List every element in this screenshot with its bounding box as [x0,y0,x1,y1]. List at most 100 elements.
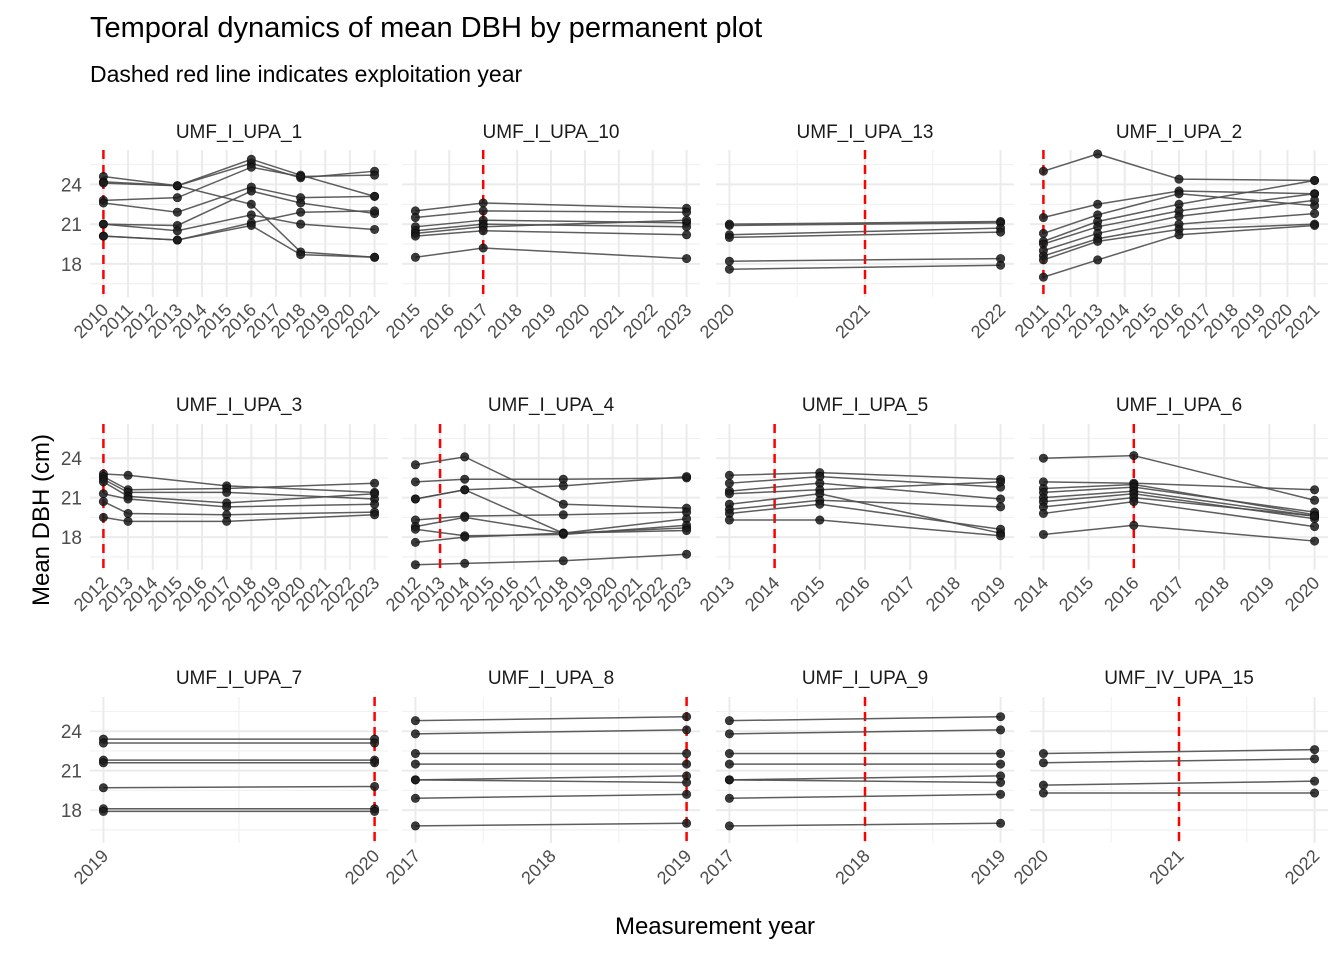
data-point [724,470,734,480]
y-tick-label: 18 [61,801,82,822]
data-point [682,818,692,828]
x-tick-label: 2015 [1055,573,1097,615]
x-tick-label: 2020 [341,846,383,888]
data-point [370,206,380,216]
series-line [1043,192,1315,245]
x-tick-label: 2018 [517,846,559,888]
chart-subtitle: Dashed red line indicates exploitation y… [90,61,523,87]
data-point [996,725,1006,735]
data-point [1310,776,1320,786]
series-line [1043,748,1315,755]
data-point [410,729,420,739]
data-point [370,170,380,180]
facet-strip-label: UMF_I_UPA_5 [802,395,928,416]
data-point [1038,255,1048,265]
data-point [370,781,380,791]
data-point [296,250,306,260]
data-point [98,198,108,208]
panel-umf-i-upa-10: UMF_I_UPA_10 2015201620172018201920202021… [382,122,700,342]
data-point [98,231,108,241]
data-point [815,499,825,509]
data-point [246,199,256,209]
x-tick-label: 2020 [696,300,738,342]
x-tick-label: 2018 [483,300,525,342]
series-line [729,715,1001,722]
data-point [478,226,488,236]
data-point [724,264,734,274]
facet-strip-label: UMF_I_UPA_10 [483,122,620,143]
data-point [123,508,133,518]
data-point [1038,228,1048,238]
series-line [415,477,687,483]
data-point [410,560,420,570]
data-point [246,186,256,196]
data-point [996,227,1006,237]
data-point [98,783,108,793]
x-tick-label: 2014 [741,573,783,615]
data-point [410,477,420,487]
data-point [246,162,256,172]
data-point [123,470,133,480]
data-point [682,472,692,482]
panel-umf-i-upa-13: UMF_I_UPA_13 2020 2021 2022 [696,122,1014,342]
data-point [682,507,692,517]
data-point [558,499,568,509]
x-tick-label: 2015 [786,573,828,615]
series-line [103,475,375,491]
data-point [478,198,488,208]
data-point [996,712,1006,722]
data-point [996,502,1006,512]
data-point [1093,149,1103,159]
x-tick-label: 2017 [382,846,424,888]
series-line [103,481,375,504]
series-line [103,473,375,494]
data-point [246,154,256,164]
data-point [1038,749,1048,759]
panel-umf-i-upa-2: UMF_I_UPA_220112012201320142015201620172… [1011,122,1328,342]
data-point [558,481,568,491]
data-point [460,474,470,484]
data-point [1310,175,1320,185]
data-point [222,487,232,497]
data-point [1310,209,1320,219]
data-point [996,749,1006,759]
data-point [724,729,734,739]
data-point [478,206,488,216]
data-point [98,477,108,487]
x-tick-label: 2019 [967,573,1009,615]
series-line [103,162,375,187]
series-line [415,529,687,544]
data-point [246,210,256,220]
data-point [1310,485,1320,495]
y-tick-label: 24 [61,722,83,743]
series-line [729,779,1001,784]
series-line [1043,179,1315,243]
data-point [222,516,232,526]
data-point [558,528,568,538]
x-tick-label: 2013 [696,573,738,615]
data-point [410,524,420,534]
panel-umf-i-upa-1: UMF_I_UPA_118212420102011201220132014201… [61,122,388,342]
data-point [1310,754,1320,764]
data-point [1038,508,1048,518]
data-point [996,531,1006,541]
x-tick-label: 2017 [696,846,738,888]
data-point [682,712,692,722]
series-line [1043,212,1315,257]
data-point [1038,788,1048,798]
facet-strip-label: UMF_I_UPA_8 [488,668,614,689]
series-line [729,775,1001,781]
data-point [1038,213,1048,223]
data-point [682,725,692,735]
y-tick-label: 21 [61,762,82,783]
data-point [682,215,692,225]
series-line [415,488,687,534]
facet-strip-label: UMF_I_UPA_7 [176,668,302,689]
x-tick-label: 2016 [416,300,458,342]
data-point [682,549,692,559]
data-point [996,494,1006,504]
data-point [1174,211,1184,221]
data-point [724,515,734,525]
series-line [415,456,687,509]
data-point [410,252,420,262]
